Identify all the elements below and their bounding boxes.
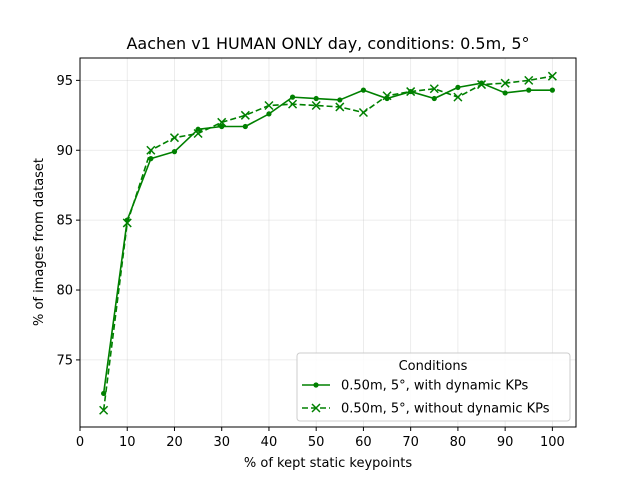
y-axis: 75 80 85 90 95 [56,74,80,368]
y-tick-label: 85 [56,214,73,229]
data-point [549,87,555,93]
data-point [148,156,154,162]
series-line [102,75,553,411]
legend-label: 0.50m, 5°, without dynamic KPs [341,402,550,417]
data-point [217,117,227,127]
x-tick-label: 0 [76,435,84,450]
data-point [266,111,272,117]
data-point [101,390,107,397]
legend-label: 0.50m, 5°, with dynamic KPs [341,379,528,394]
data-point [524,75,534,85]
legend-marker-swatch [311,403,321,413]
data-point [547,71,557,81]
data-point [337,97,343,103]
series-1 [99,71,557,415]
data-point [360,87,367,93]
data-point [193,128,203,139]
data-point [171,149,178,155]
x-tick-label: 60 [355,435,372,450]
legend-marker-swatch [313,382,319,388]
y-tick-label: 95 [56,74,73,89]
series-line [102,82,553,394]
plot-area-frame [79,57,577,428]
data-point [146,145,156,155]
legend-title: Conditions [399,359,468,374]
x-tick-label: 10 [119,435,136,450]
legend: Conditions 0.50m, 5°, with dynamic KPs0.… [296,352,571,422]
data-point [358,107,368,118]
data-point [382,91,392,101]
legend-entry: 0.50m, 5°, with dynamic KPs [302,379,528,394]
data-point [500,78,510,88]
chart-title: Aachen v1 HUMAN ONLY day, conditions: 0.… [126,34,529,53]
x-tick-label: 100 [540,435,565,450]
x-axis-label: % of kept static keypoints [244,456,412,471]
data-point [99,405,109,415]
x-tick-label: 70 [402,435,419,450]
x-tick-label: 20 [166,435,183,450]
data-point [502,90,508,96]
legend-entry: 0.50m, 5°, without dynamic KPs [302,402,550,417]
x-tick-label: 50 [308,435,325,450]
x-axis: 0 10 20 30 40 50 60 70 80 90 100 [76,427,565,450]
data-point [335,102,345,112]
legend-box [296,352,571,422]
data-point [313,95,319,102]
legend-entries: 0.50m, 5°, with dynamic KPs 0.50m, 5°, wi… [302,379,550,417]
series-layer [99,71,557,415]
data-point [455,84,461,90]
data-point [169,133,180,143]
data-point [264,100,274,111]
y-tick-label: 80 [56,284,73,299]
y-tick-label: 90 [56,144,73,159]
data-point [526,87,532,93]
data-point [122,218,132,228]
data-point [289,94,296,100]
data-point [219,123,225,130]
data-point [311,100,321,111]
data-point [242,123,248,130]
data-point [431,95,437,102]
x-tick-label: 80 [450,435,467,450]
data-point [453,92,463,102]
data-point [476,80,487,90]
data-point [406,87,416,97]
data-point [429,84,439,94]
x-tick-label: 40 [261,435,278,450]
x-tick-label: 30 [213,435,230,450]
grid [79,58,576,427]
data-point [195,126,201,132]
data-point [288,99,298,109]
y-axis-label: % of images from dataset [32,158,47,326]
data-point [240,110,250,120]
y-tick-label: 75 [56,353,73,368]
series-0 [101,80,555,397]
x-tick-label: 90 [497,435,514,450]
